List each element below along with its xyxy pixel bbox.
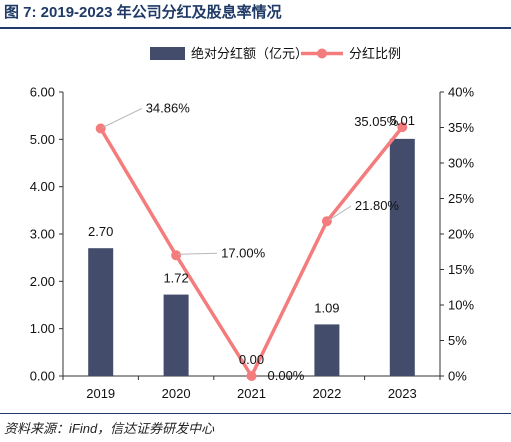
bar [88, 248, 114, 376]
legend-marker-line [317, 48, 327, 59]
bar-value-label: 5.01 [390, 113, 415, 128]
legend: 绝对分红额（亿元） 分红比例 [150, 46, 401, 61]
y-right-tick-label: 0% [448, 369, 467, 384]
line-label-leader [102, 108, 142, 128]
y-right-tick-label: 35% [448, 120, 474, 135]
bar-value-label: 1.72 [163, 271, 188, 286]
line-value-label: 0.00% [268, 368, 305, 383]
x-tick-label: 2020 [162, 386, 191, 401]
chart: 绝对分红额（亿元） 分红比例 0.00 1.00 2.00 3.00 4.00 5.00 6.… [30, 46, 475, 402]
footer-rule [0, 413, 511, 414]
line-point [95, 123, 106, 134]
line-point [246, 371, 257, 381]
figure-title: 图 7: 2019-2023 年公司分红及股息率情况 [4, 4, 282, 21]
bar [314, 324, 340, 376]
bar [163, 294, 189, 376]
legend-label-line: 分红比例 [349, 46, 401, 61]
source-note: 资料来源：iFind，信达证券研发中心 [4, 421, 215, 436]
y-right-tick-label: 15% [448, 262, 474, 277]
y-left-tick-label: 2.00 [30, 274, 55, 289]
x-tick-label: 2023 [388, 386, 417, 401]
line-point [171, 250, 182, 261]
line-point [321, 216, 332, 227]
y-left-tick-label: 6.00 [30, 85, 55, 100]
y-right-tick-label: 25% [448, 191, 474, 206]
x-tick-label: 2021 [237, 386, 266, 401]
legend-label-bar: 绝对分红额（亿元） [191, 46, 308, 61]
bar-value-label: 0.00 [239, 352, 264, 367]
y-left-tick-label: 1.00 [30, 321, 55, 336]
line-point [397, 122, 408, 133]
y-left-tick-label: 5.00 [30, 132, 55, 147]
bar-series [88, 138, 415, 376]
y-right-tick-label: 30% [448, 156, 474, 171]
axes: 0.00 1.00 2.00 3.00 4.00 5.00 6.00 0% 5% 10% 15% 20… [30, 85, 475, 402]
y-right-tick-label: 40% [448, 85, 474, 100]
y-right-tick-label: 20% [448, 227, 474, 242]
bar-value-label: 1.09 [314, 300, 339, 315]
y-right-tick-label: 10% [448, 298, 474, 313]
line-value-label: 21.80% [355, 198, 400, 213]
title-rule [0, 27, 511, 29]
x-tick-label: 2019 [86, 386, 115, 401]
y-left-tick-label: 3.00 [30, 227, 55, 242]
x-tick-label: 2022 [312, 386, 341, 401]
y-left-tick-label: 4.00 [30, 179, 55, 194]
line-label-leader [328, 205, 352, 221]
y-left-tick-label: 0.00 [30, 369, 55, 384]
line-value-label: 34.86% [146, 100, 191, 115]
data-labels: 2.70 1.72 0.00 1.09 5.01 34.86% 17.00% 0.00% 21.… [88, 100, 415, 383]
bar [389, 138, 415, 376]
line-value-label: 17.00% [221, 245, 266, 260]
y-right-tick-label: 5% [448, 333, 467, 348]
line-label-leader [178, 252, 218, 255]
bar-value-label: 2.70 [88, 224, 113, 239]
legend-swatch-bar [150, 47, 185, 60]
line-series [95, 122, 408, 381]
line-value-label: 35.05% [354, 114, 399, 129]
